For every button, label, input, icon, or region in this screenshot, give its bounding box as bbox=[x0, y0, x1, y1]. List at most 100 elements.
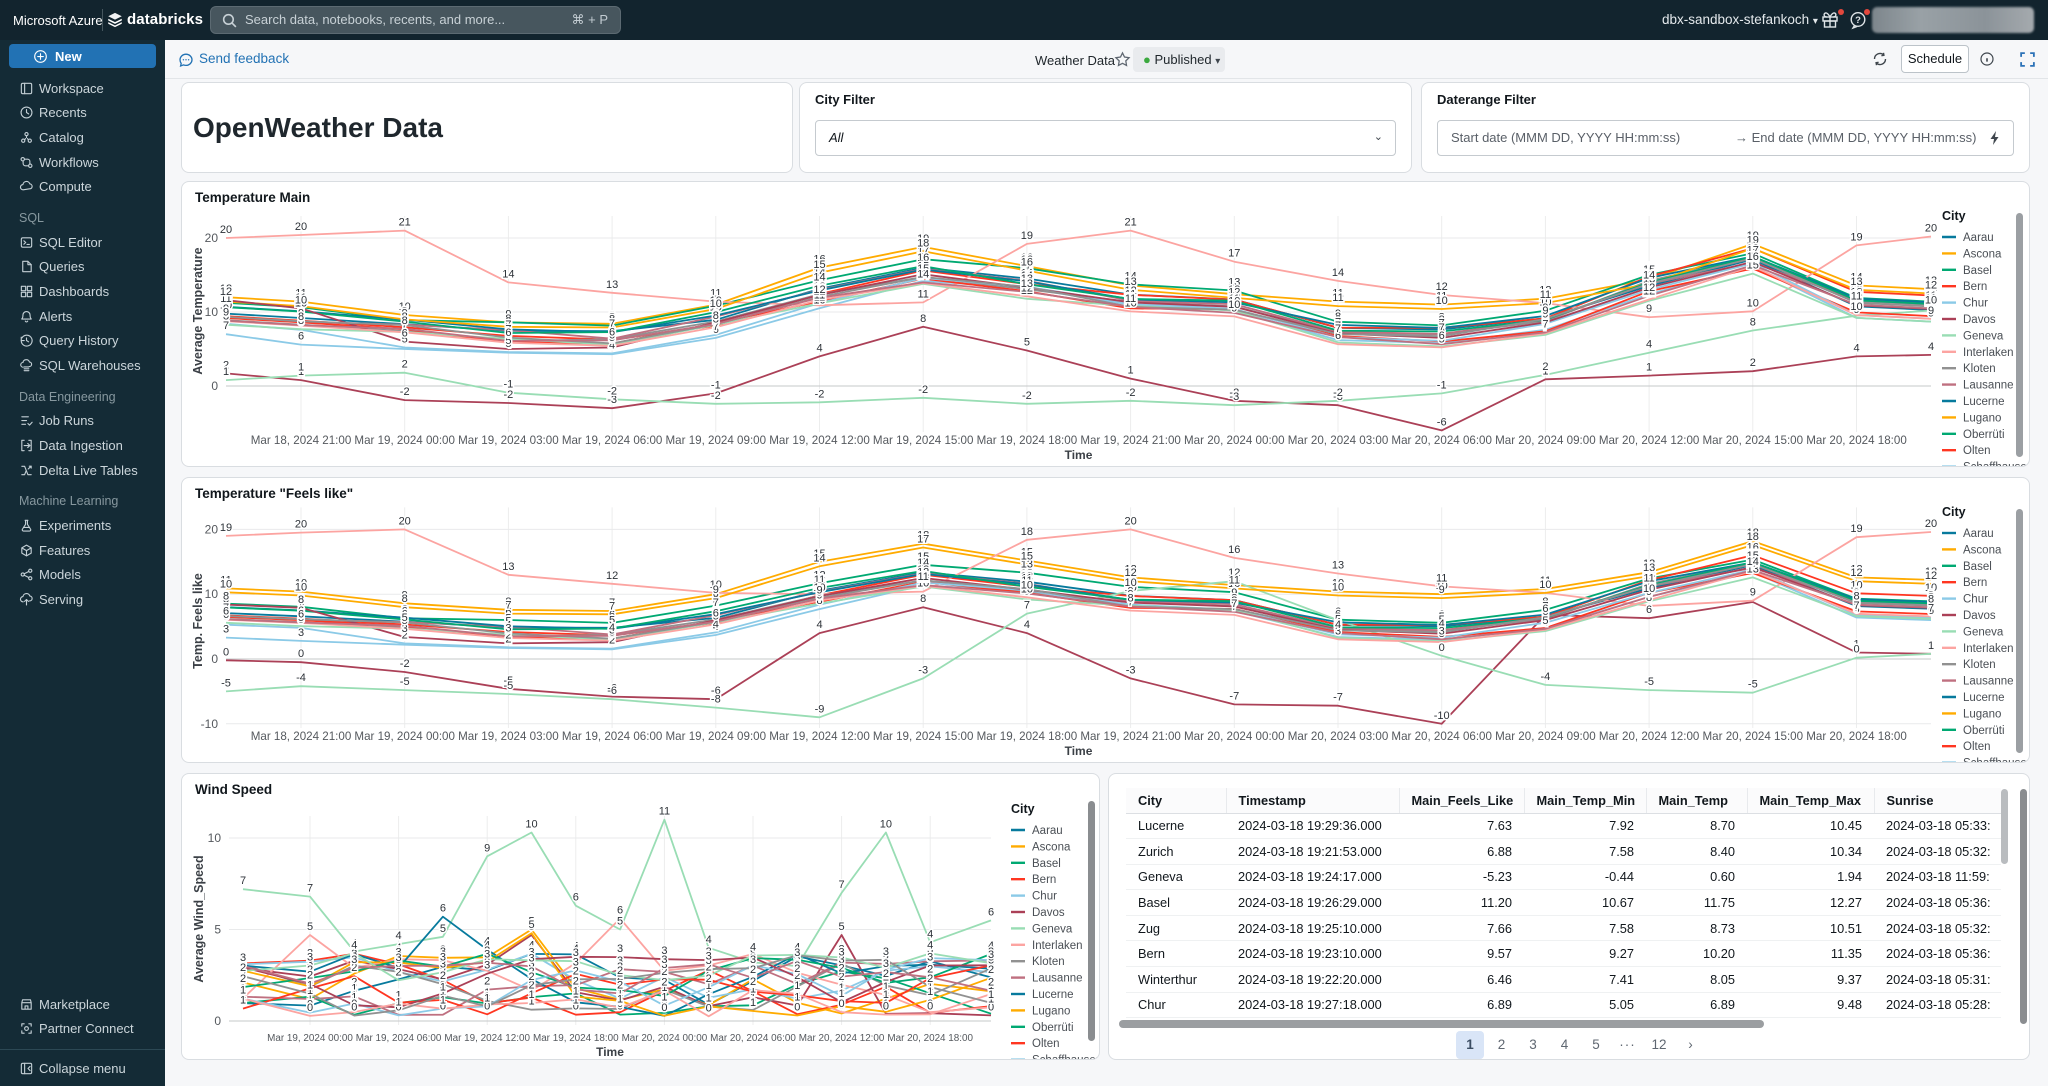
svg-text:6: 6 bbox=[609, 609, 615, 621]
svg-text:3: 3 bbox=[839, 954, 845, 966]
svg-text:8: 8 bbox=[1439, 314, 1445, 326]
svg-text:9: 9 bbox=[713, 306, 719, 318]
svg-text:6: 6 bbox=[223, 603, 229, 615]
svg-text:4: 4 bbox=[609, 621, 615, 633]
svg-text:10: 10 bbox=[1539, 579, 1551, 591]
svg-text:Mar 19, 2024 00:00: Mar 19, 2024 00:00 bbox=[267, 1033, 353, 1044]
svg-text:5: 5 bbox=[505, 338, 511, 350]
svg-text:2: 2 bbox=[883, 968, 889, 980]
svg-text:7: 7 bbox=[713, 601, 719, 613]
svg-text:2: 2 bbox=[988, 977, 994, 989]
svg-text:10: 10 bbox=[1332, 578, 1344, 590]
svg-text:15: 15 bbox=[1021, 550, 1033, 562]
svg-text:3: 3 bbox=[794, 952, 800, 964]
svg-text:1: 1 bbox=[240, 984, 246, 996]
svg-text:3: 3 bbox=[883, 957, 889, 969]
svg-text:13: 13 bbox=[1850, 276, 1862, 288]
svg-text:1: 1 bbox=[484, 991, 490, 1003]
svg-text:11: 11 bbox=[1643, 576, 1654, 588]
svg-text:1: 1 bbox=[484, 990, 490, 1002]
svg-text:11: 11 bbox=[1229, 574, 1240, 586]
svg-text:2: 2 bbox=[706, 966, 712, 978]
svg-text:7: 7 bbox=[1128, 597, 1134, 609]
svg-text:7: 7 bbox=[505, 317, 511, 329]
svg-text:19: 19 bbox=[1850, 231, 1862, 243]
svg-text:2: 2 bbox=[661, 966, 667, 978]
svg-text:7: 7 bbox=[1853, 602, 1859, 614]
svg-text:16: 16 bbox=[1747, 252, 1759, 264]
svg-text:14: 14 bbox=[1643, 265, 1655, 277]
svg-text:11: 11 bbox=[220, 293, 231, 305]
svg-text:1: 1 bbox=[839, 982, 845, 994]
svg-text:7: 7 bbox=[609, 318, 615, 330]
svg-text:0: 0 bbox=[298, 648, 304, 660]
svg-text:Olten: Olten bbox=[1963, 445, 1991, 457]
svg-text:Mar 20, 2024 06:00: Mar 20, 2024 06:00 bbox=[710, 1033, 796, 1044]
svg-text:0: 0 bbox=[661, 1002, 667, 1014]
svg-text:6: 6 bbox=[1542, 604, 1548, 616]
svg-text:8: 8 bbox=[713, 310, 719, 322]
svg-text:9: 9 bbox=[298, 307, 304, 319]
svg-text:Lausanne: Lausanne bbox=[1963, 380, 2014, 392]
svg-text:2: 2 bbox=[223, 359, 229, 371]
svg-text:-9: -9 bbox=[815, 703, 825, 715]
svg-text:8: 8 bbox=[713, 313, 719, 325]
svg-text:6: 6 bbox=[298, 331, 304, 343]
svg-text:6: 6 bbox=[609, 325, 615, 337]
svg-text:3: 3 bbox=[927, 947, 933, 959]
svg-text:Mar 19, 2024 21:00: Mar 19, 2024 21:00 bbox=[1080, 730, 1181, 743]
svg-text:6: 6 bbox=[505, 327, 511, 339]
svg-text:15: 15 bbox=[1747, 546, 1759, 558]
svg-text:14: 14 bbox=[1643, 272, 1655, 284]
svg-text:8: 8 bbox=[713, 312, 719, 324]
svg-text:3: 3 bbox=[440, 946, 446, 958]
svg-text:1: 1 bbox=[839, 987, 845, 999]
svg-text:16: 16 bbox=[1228, 544, 1240, 556]
svg-text:6: 6 bbox=[223, 605, 229, 617]
svg-text:2: 2 bbox=[661, 977, 667, 989]
svg-text:6: 6 bbox=[1928, 605, 1934, 617]
svg-text:8: 8 bbox=[402, 311, 408, 323]
svg-text:6: 6 bbox=[298, 606, 304, 618]
svg-text:14: 14 bbox=[1643, 270, 1655, 282]
svg-text:8: 8 bbox=[298, 311, 304, 323]
svg-text:3: 3 bbox=[609, 625, 615, 637]
svg-text:4: 4 bbox=[484, 936, 490, 948]
svg-text:5: 5 bbox=[307, 921, 313, 933]
svg-text:3: 3 bbox=[839, 950, 845, 962]
svg-text:-6: -6 bbox=[711, 685, 721, 697]
svg-text:7: 7 bbox=[609, 317, 615, 329]
svg-text:6: 6 bbox=[402, 609, 408, 621]
svg-text:Kloten: Kloten bbox=[1032, 956, 1065, 968]
svg-text:6: 6 bbox=[1439, 327, 1445, 339]
svg-text:3: 3 bbox=[988, 955, 994, 967]
svg-text:19: 19 bbox=[1747, 234, 1759, 246]
svg-text:17: 17 bbox=[1747, 244, 1759, 256]
svg-text:1: 1 bbox=[750, 996, 756, 1008]
svg-text:9: 9 bbox=[1853, 585, 1859, 597]
svg-text:4: 4 bbox=[1928, 341, 1934, 353]
svg-text:-2: -2 bbox=[400, 658, 410, 670]
svg-text:9: 9 bbox=[1128, 588, 1134, 600]
svg-text:City: City bbox=[1011, 802, 1035, 816]
svg-text:11: 11 bbox=[1021, 573, 1032, 585]
svg-text:1: 1 bbox=[706, 991, 712, 1003]
svg-text:Lucerne: Lucerne bbox=[1963, 396, 2005, 408]
svg-text:12: 12 bbox=[1643, 567, 1655, 579]
svg-text:-5: -5 bbox=[1644, 676, 1654, 688]
svg-text:6: 6 bbox=[713, 606, 719, 618]
svg-text:2: 2 bbox=[927, 979, 933, 991]
svg-text:9: 9 bbox=[1646, 586, 1652, 598]
svg-text:3: 3 bbox=[484, 957, 490, 969]
svg-text:4: 4 bbox=[816, 342, 822, 354]
svg-text:Mar 19, 2024 12:00: Mar 19, 2024 12:00 bbox=[444, 1033, 530, 1044]
svg-text:5: 5 bbox=[528, 916, 534, 928]
svg-text:-5: -5 bbox=[221, 677, 231, 689]
svg-text:10: 10 bbox=[1021, 577, 1033, 589]
svg-text:15: 15 bbox=[917, 263, 929, 275]
svg-text:8: 8 bbox=[223, 310, 229, 322]
svg-text:6: 6 bbox=[402, 604, 408, 616]
svg-text:7: 7 bbox=[505, 324, 511, 336]
svg-text:Oberrüti: Oberrüti bbox=[1032, 1022, 1074, 1034]
svg-text:3: 3 bbox=[396, 952, 402, 964]
